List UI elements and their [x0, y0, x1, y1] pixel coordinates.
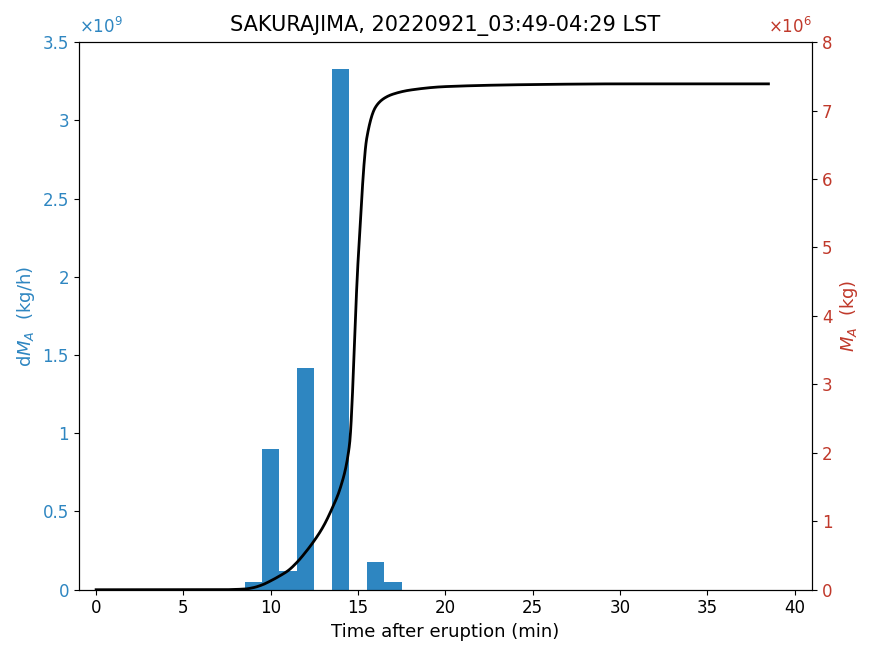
Title: SAKURAJIMA, 20220921_03:49-04:29 LST: SAKURAJIMA, 20220921_03:49-04:29 LST [230, 15, 661, 36]
Text: $\times 10^9$: $\times 10^9$ [79, 16, 123, 37]
Bar [279, 571, 297, 590]
Bar [262, 449, 279, 590]
Bar [297, 367, 314, 590]
Y-axis label: $\mathrm{d}M_A$  (kg/h): $\mathrm{d}M_A$ (kg/h) [15, 265, 37, 367]
Y-axis label: $M_A$  (kg): $M_A$ (kg) [838, 279, 860, 352]
Bar [367, 562, 384, 590]
Bar [384, 582, 402, 590]
Bar [332, 69, 349, 590]
Text: $\times 10^6$: $\times 10^6$ [768, 16, 812, 37]
Bar [244, 582, 262, 590]
X-axis label: Time after eruption (min): Time after eruption (min) [332, 623, 559, 641]
